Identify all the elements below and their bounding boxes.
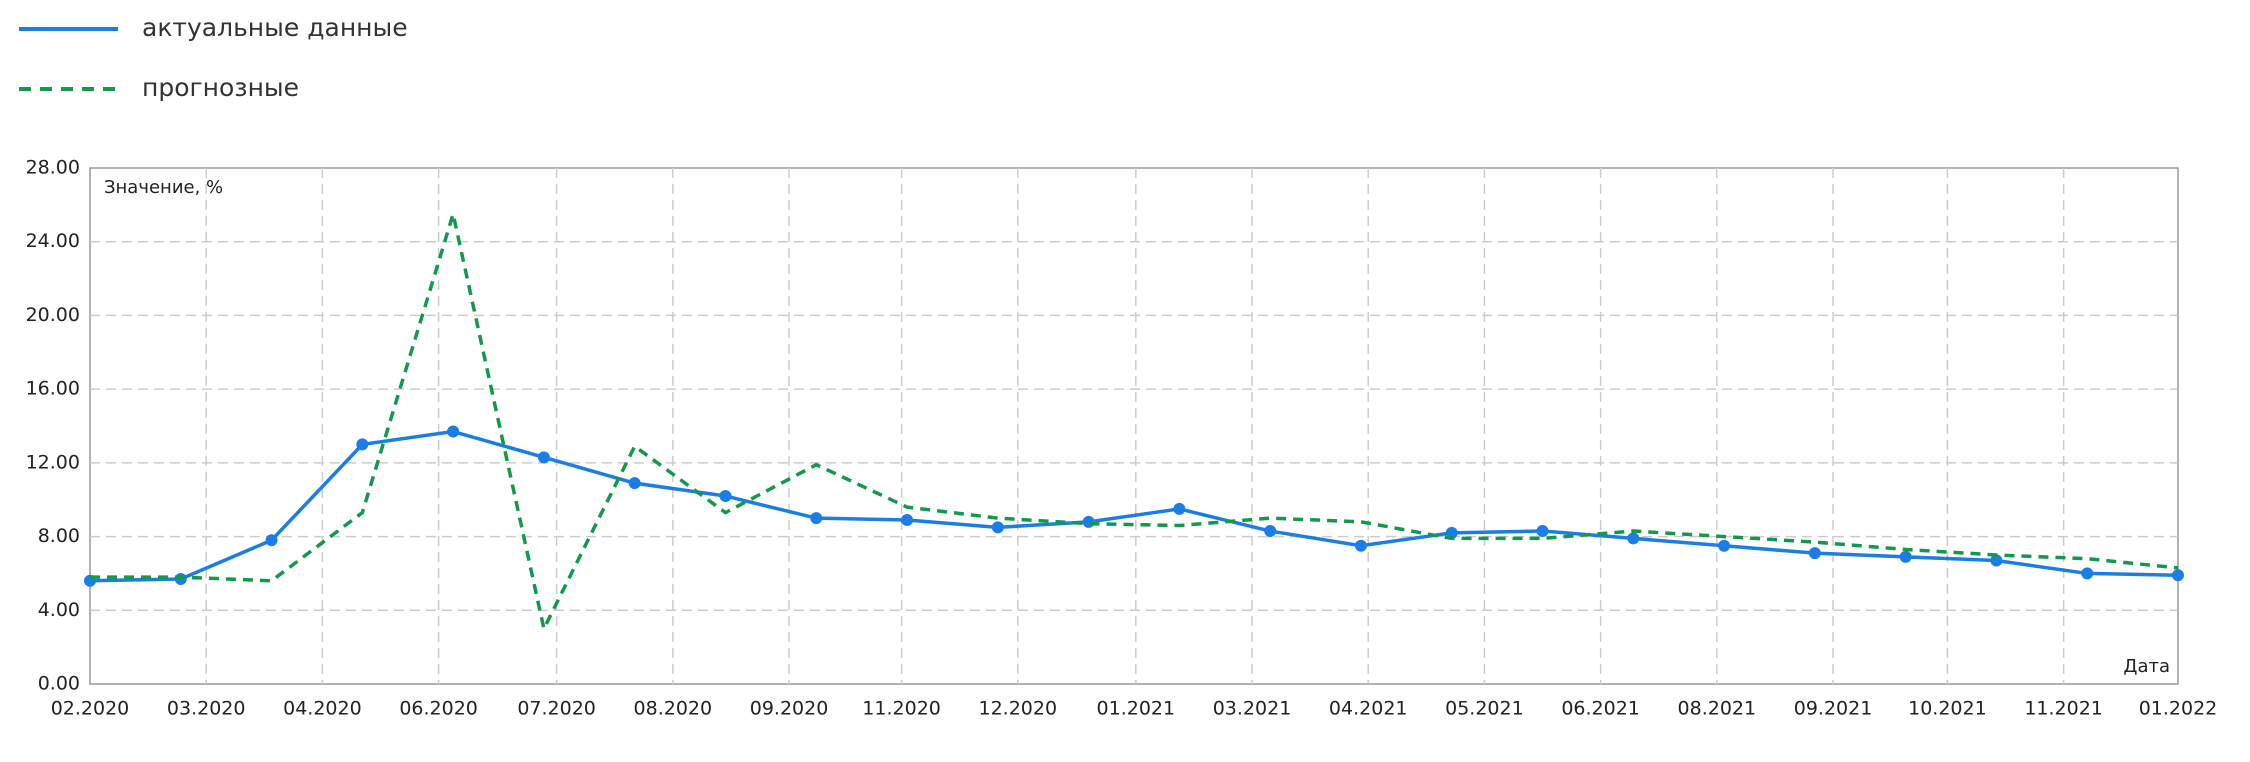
legend-label: актуальные данные <box>142 13 408 42</box>
y-tick-label: 8.00 <box>38 525 80 547</box>
y-tick-label: 4.00 <box>38 599 80 621</box>
plot-frame <box>89 167 2179 685</box>
point <box>1536 525 1549 538</box>
point <box>447 425 460 438</box>
x-tick-label: 04.2021 <box>1329 698 1408 720</box>
point <box>1627 532 1640 545</box>
x-axis-label: Дата <box>2123 656 2170 677</box>
x-tick-label: 02.2020 <box>51 698 130 720</box>
x-tick-label: 09.2020 <box>750 698 829 720</box>
point <box>2172 569 2184 582</box>
point <box>1990 554 2003 567</box>
y-tick-label: 20.00 <box>26 304 80 326</box>
y-tick-label: 28.00 <box>26 157 80 179</box>
point <box>1808 547 1821 560</box>
y-tick-label: 0.00 <box>38 673 80 695</box>
point <box>1445 526 1458 539</box>
point <box>356 438 369 451</box>
x-tick-label: 05.2021 <box>1445 698 1524 720</box>
point <box>901 513 914 526</box>
point <box>1718 539 1731 552</box>
point <box>719 490 732 503</box>
y-tick-label: 24.00 <box>26 230 80 252</box>
x-tick-label: 08.2021 <box>1678 698 1757 720</box>
point <box>1264 525 1277 538</box>
point <box>810 512 823 525</box>
point <box>265 534 278 547</box>
point <box>174 572 187 585</box>
point <box>1173 502 1186 515</box>
point <box>628 477 641 490</box>
x-tick-label: 10.2021 <box>1908 698 1987 720</box>
point <box>2081 567 2094 580</box>
series-line <box>90 207 2179 634</box>
x-tick-label: 08.2020 <box>634 698 713 720</box>
x-tick-label: 11.2020 <box>862 698 941 720</box>
x-tick-label: 07.2020 <box>517 698 596 720</box>
y-tick-label: 12.00 <box>26 451 80 473</box>
point <box>1899 550 1912 563</box>
x-tick-label: 03.2021 <box>1213 698 1292 720</box>
x-tick-label: 04.2020 <box>283 698 362 720</box>
point <box>1354 539 1367 552</box>
y-tick-label: 16.00 <box>26 378 80 400</box>
x-tick-label: 01.2022 <box>2139 698 2218 720</box>
point <box>537 451 550 464</box>
x-tick-label: 09.2021 <box>1794 698 1873 720</box>
x-tick-label: 01.2021 <box>1097 698 1176 720</box>
legend-label: прогнозные <box>142 73 299 102</box>
x-tick-label: 06.2020 <box>399 698 478 720</box>
x-tick-label: 03.2020 <box>167 698 246 720</box>
point <box>1082 515 1095 528</box>
y-axis-label: Значение, % <box>104 177 223 198</box>
x-tick-label: 11.2021 <box>2024 698 2103 720</box>
point <box>991 521 1004 534</box>
x-tick-label: 06.2021 <box>1561 698 1640 720</box>
x-tick-label: 12.2020 <box>979 698 1058 720</box>
series-line <box>89 429 2179 583</box>
